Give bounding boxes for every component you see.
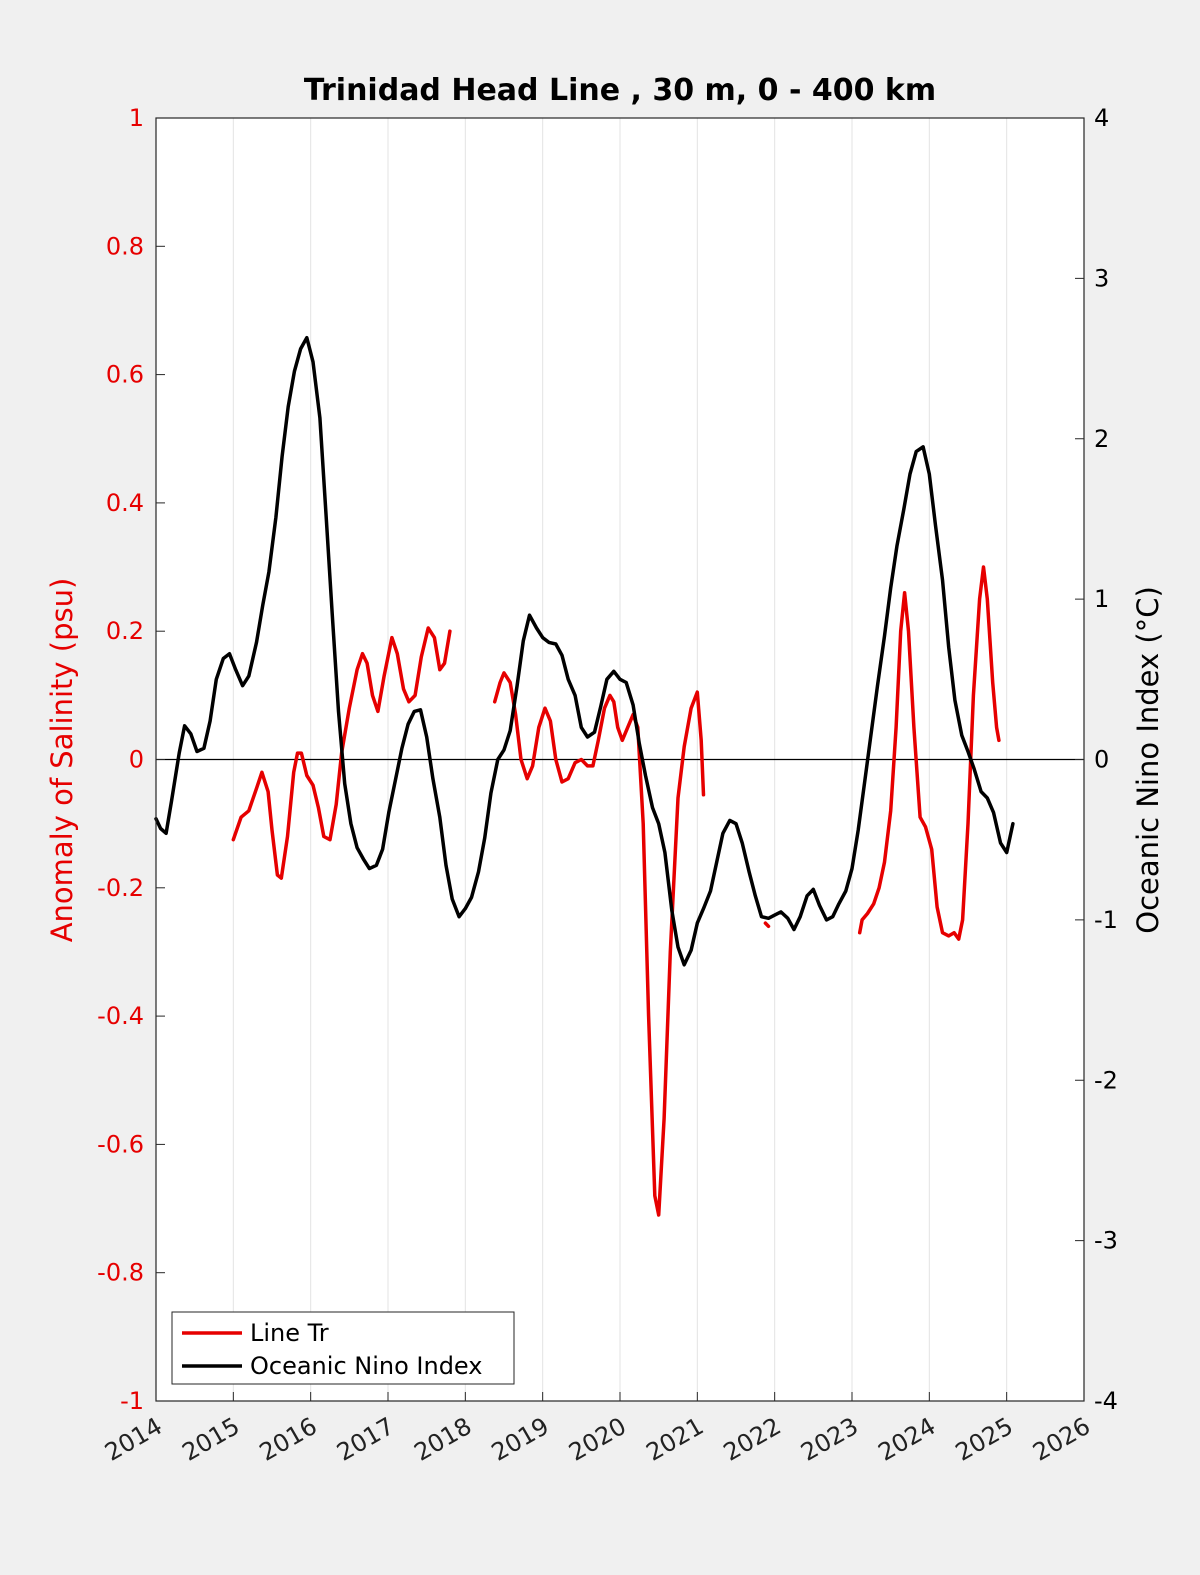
left-tick-label-1: 1 (129, 104, 144, 132)
right-axis-ticks: -4 -3 -2 -1 0 1 2 3 4 (1075, 104, 1118, 1415)
series-line-tr-segment-0 (231, 626, 452, 880)
left-tick-label-0.6: 0.6 (106, 361, 144, 389)
series-oni-segment-0 (154, 335, 1015, 967)
left-tick-label-0.8: 0.8 (106, 232, 144, 260)
left-tick-label--1: -1 (120, 1387, 144, 1415)
right-tick-label--4: -4 (1094, 1387, 1118, 1415)
right-tick-label-0: 0 (1094, 746, 1109, 774)
legend-label-line-tr: Line Tr (250, 1319, 329, 1347)
right-tick-label-2: 2 (1094, 425, 1109, 453)
legend-box (171, 1311, 515, 1385)
series-line-tr-segment-2 (763, 921, 771, 929)
left-tick-label-0.4: 0.4 (106, 489, 144, 517)
y-axis-label-right: Oceanic Nino Index (°C) (1131, 586, 1165, 934)
left-tick-label-0.2: 0.2 (106, 617, 144, 645)
y-axis-label-left: Anomaly of Salinity (psu) (45, 578, 79, 943)
left-tick-label--0.4: -0.4 (97, 1002, 144, 1030)
left-tick-label-0: 0 (129, 746, 144, 774)
series-line-tr-segment-1 (492, 671, 706, 1217)
right-tick-label--3: -3 (1094, 1227, 1118, 1255)
legend: Line Tr Oceanic Nino Index (171, 1311, 515, 1385)
left-tick-label--0.8: -0.8 (97, 1259, 144, 1287)
right-tick-label-3: 3 (1094, 264, 1109, 292)
right-tick-label-4: 4 (1094, 104, 1109, 132)
right-tick-label-1: 1 (1094, 585, 1109, 613)
legend-label-oni: Oceanic Nino Index (250, 1352, 482, 1380)
chart-title: Trinidad Head Line , 30 m, 0 - 400 km (304, 73, 936, 108)
right-tick-label--2: -2 (1094, 1066, 1118, 1094)
left-axis-ticks: -1 -0.8 -0.6 -0.4 -0.2 0 0.2 0.4 0.6 0.8 1 (97, 104, 165, 1415)
left-tick-label--0.2: -0.2 (97, 874, 144, 902)
series-lines (154, 335, 1015, 1217)
series-line-tr-segment-3 (857, 565, 1001, 941)
left-tick-label--0.6: -0.6 (97, 1130, 144, 1158)
right-tick-label--1: -1 (1094, 906, 1118, 934)
